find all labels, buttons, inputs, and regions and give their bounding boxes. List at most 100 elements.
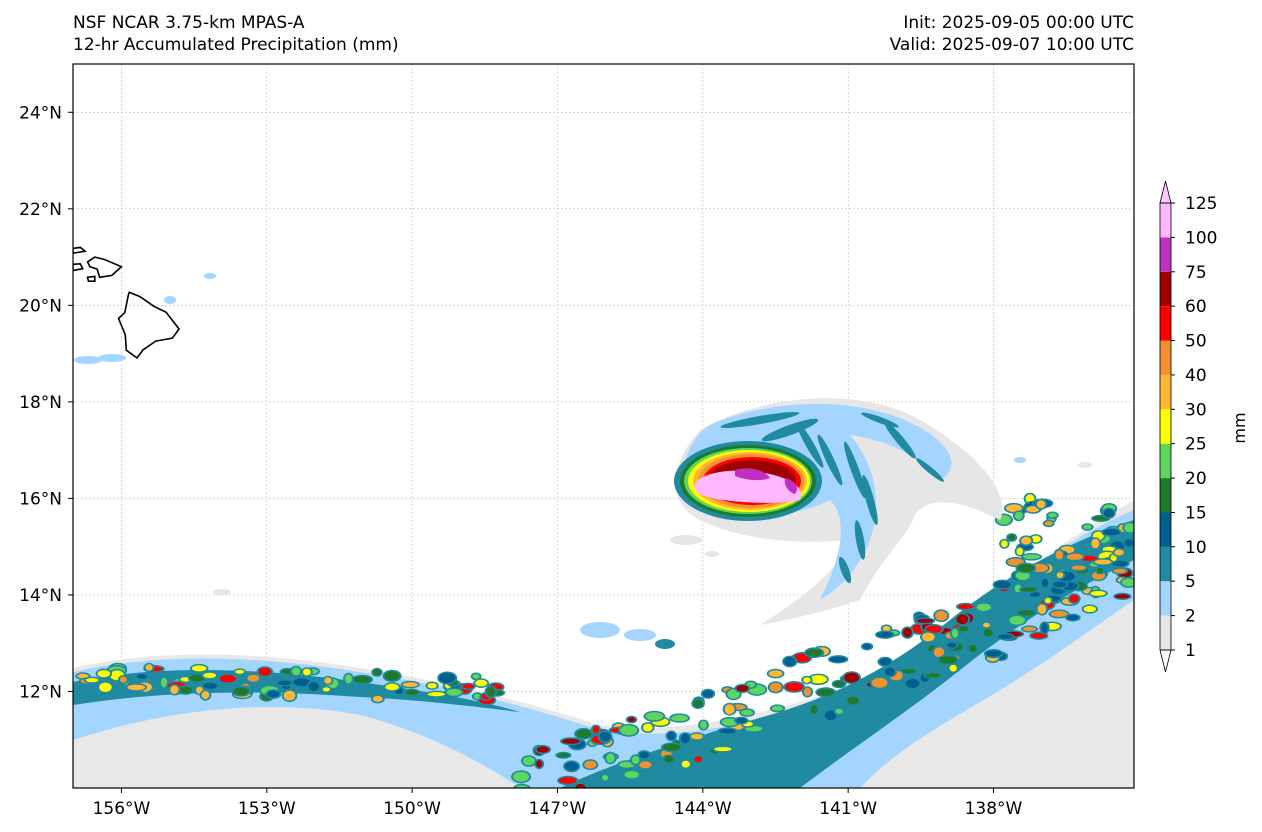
convective-cell bbox=[120, 676, 127, 683]
convective-cell bbox=[809, 675, 827, 684]
convective-cell bbox=[1112, 560, 1128, 567]
convective-cell bbox=[1056, 572, 1064, 578]
convective-cell bbox=[1124, 523, 1134, 533]
convective-cell bbox=[690, 733, 703, 740]
convective-cell bbox=[844, 672, 859, 683]
rain-band bbox=[861, 412, 899, 428]
convective-cell bbox=[694, 756, 702, 763]
convective-cell bbox=[235, 669, 245, 674]
convective-cell bbox=[427, 683, 437, 689]
colorbar-box bbox=[1160, 374, 1171, 410]
convective-cell bbox=[303, 668, 311, 676]
convective-cell bbox=[624, 771, 639, 779]
convective-cell bbox=[724, 704, 735, 715]
hurricane-core-75 bbox=[735, 468, 797, 494]
convective-cell bbox=[170, 685, 179, 694]
convective-cell bbox=[473, 693, 481, 700]
convective-cell bbox=[784, 657, 796, 666]
convective-cell bbox=[976, 603, 991, 611]
convective-cell bbox=[1097, 568, 1104, 573]
colorbar-box bbox=[1160, 340, 1171, 375]
convective-cell bbox=[385, 683, 399, 691]
convective-cell bbox=[905, 678, 920, 688]
colorbar-box bbox=[1160, 203, 1171, 238]
convective-cell bbox=[1037, 604, 1047, 614]
convective-cell bbox=[472, 674, 480, 679]
colorbar-tick-label: 5 bbox=[1185, 572, 1196, 592]
convective-cell bbox=[736, 685, 749, 692]
convective-cell bbox=[1067, 615, 1079, 621]
colorbar-tick-label: 1 bbox=[1185, 641, 1196, 661]
convective-cell bbox=[178, 686, 193, 694]
colorbar-unit-label: mm bbox=[1230, 412, 1249, 443]
convective-cell bbox=[1005, 504, 1022, 512]
convective-cell bbox=[1090, 591, 1106, 596]
convective-cell bbox=[667, 732, 675, 740]
convective-cell bbox=[201, 691, 210, 700]
shower-cell bbox=[580, 622, 620, 638]
convective-cell bbox=[1124, 539, 1134, 547]
convective-cell bbox=[663, 743, 681, 751]
convective-cell bbox=[203, 682, 217, 689]
coastline-hawaii-big-island bbox=[117, 291, 181, 360]
convective-cell bbox=[969, 644, 977, 653]
convective-cell bbox=[145, 664, 153, 671]
convective-cell bbox=[1014, 511, 1023, 520]
convective-cell bbox=[951, 628, 959, 638]
convective-cell bbox=[127, 684, 146, 691]
convective-cell bbox=[405, 690, 419, 695]
convective-cell bbox=[871, 677, 888, 688]
convective-cell bbox=[1022, 626, 1037, 632]
convective-cell bbox=[771, 705, 784, 711]
colorbar-tick-label: 100 bbox=[1185, 228, 1217, 248]
convective-cell bbox=[584, 760, 597, 769]
hurricane-core-100 bbox=[694, 470, 802, 503]
convective-cell bbox=[1104, 509, 1114, 518]
colorbar-tick-label: 30 bbox=[1185, 400, 1207, 420]
rain-band bbox=[720, 412, 800, 428]
hurricane-rain-bands bbox=[720, 412, 944, 584]
convective-cell bbox=[949, 664, 957, 672]
convective-cell bbox=[1110, 554, 1117, 562]
lat-tick-label: 18°N bbox=[19, 393, 62, 413]
convective-cell bbox=[277, 680, 292, 686]
convective-cell bbox=[926, 625, 942, 633]
convective-cell bbox=[917, 618, 934, 623]
lat-tick-label: 14°N bbox=[19, 586, 62, 606]
convective-cell bbox=[189, 674, 205, 682]
itcz-band-core-east bbox=[560, 520, 1134, 788]
convective-cell bbox=[719, 729, 736, 734]
convective-cell bbox=[345, 674, 352, 684]
convective-cell bbox=[879, 658, 891, 666]
colorbar-box bbox=[1160, 443, 1171, 479]
convective-cell bbox=[1009, 616, 1025, 625]
lat-tick-label: 20°N bbox=[19, 296, 62, 316]
init-time-label: Init: 2025-09-05 00:00 UTC bbox=[903, 13, 1134, 33]
rain-band bbox=[796, 422, 824, 468]
convective-cell bbox=[136, 674, 147, 679]
convective-cell bbox=[1071, 565, 1086, 570]
convective-cell bbox=[663, 756, 674, 763]
convective-cell bbox=[1103, 529, 1120, 536]
lon-tick-label: 138°W bbox=[965, 799, 1023, 819]
convective-cell bbox=[427, 692, 445, 697]
convective-cell bbox=[1044, 521, 1053, 526]
convective-cell bbox=[384, 671, 400, 681]
convective-cell bbox=[1091, 538, 1100, 549]
convective-cell bbox=[1021, 587, 1037, 592]
convective-cell bbox=[293, 678, 311, 687]
convective-cell bbox=[620, 725, 638, 736]
convective-cell bbox=[639, 761, 652, 769]
shower-cell bbox=[98, 354, 126, 362]
coastline-kahoolawe bbox=[86, 275, 96, 282]
latitude-axis: 24°N 22°N 20°N 18°N 16°N 14°N 12°N bbox=[19, 103, 73, 702]
convective-cell bbox=[994, 581, 1011, 589]
colorbar-box bbox=[1160, 546, 1171, 582]
convective-cell bbox=[810, 705, 818, 714]
convective-cell bbox=[161, 677, 168, 688]
lat-tick-label: 22°N bbox=[19, 200, 62, 220]
colorbar-tick-label: 60 bbox=[1185, 297, 1207, 317]
convective-cell bbox=[681, 760, 690, 768]
convective-cell bbox=[247, 674, 260, 682]
